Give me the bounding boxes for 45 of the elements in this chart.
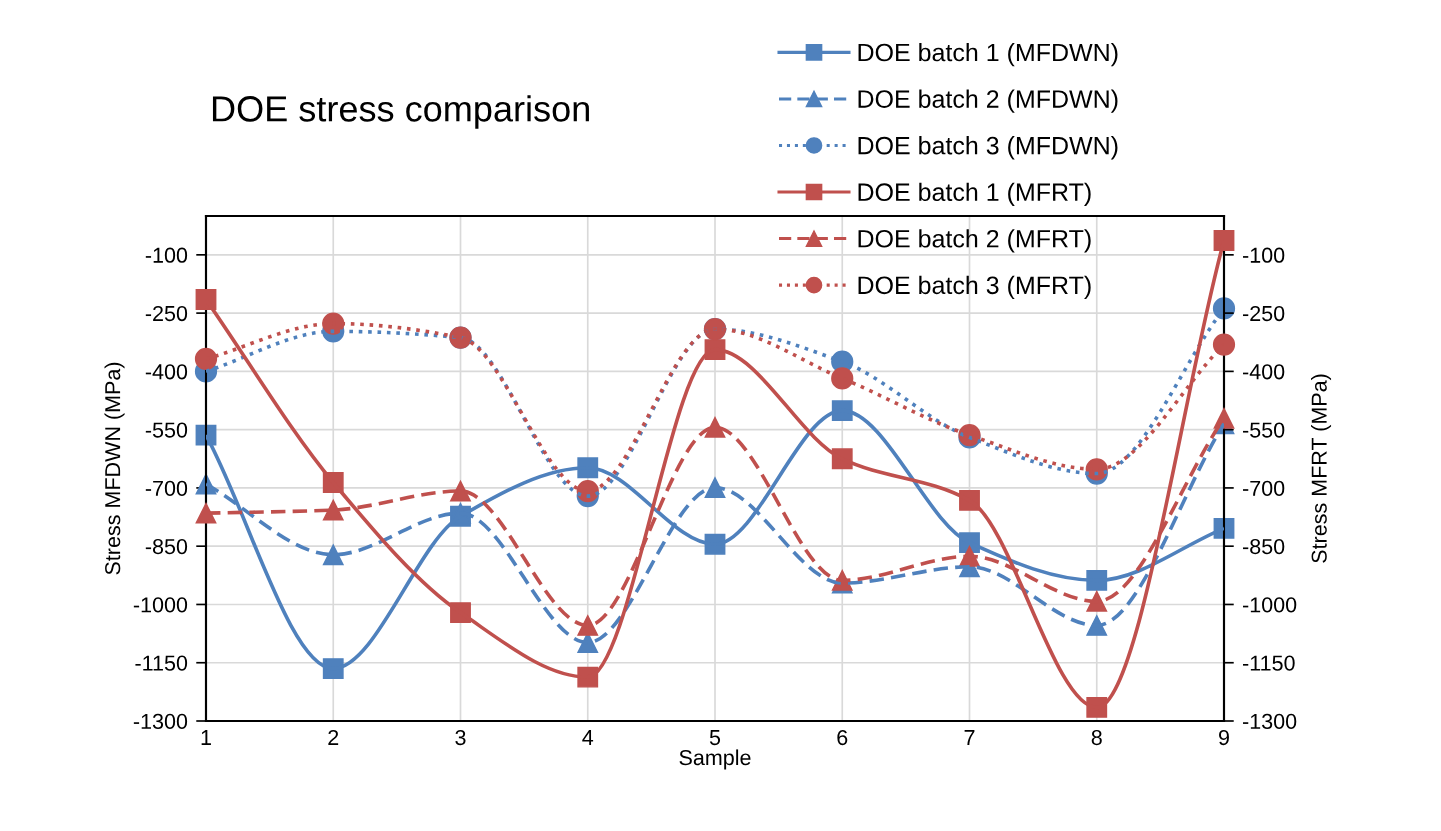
y-tick-label: -550 (145, 422, 188, 438)
legend-label: DOE batch 2 (MFRT) (858, 229, 1091, 253)
point (322, 544, 344, 566)
legend-label: DOE batch 3 (MFDWN) (858, 136, 1118, 160)
x-tick-label: 6 (837, 729, 848, 746)
point (1212, 333, 1236, 356)
y2-tick-label: -1300 (1243, 713, 1297, 730)
point (322, 499, 344, 521)
point (1213, 230, 1235, 251)
x-tick-label: 9 (1219, 729, 1229, 746)
x-axis-title: Sample (679, 749, 751, 770)
chart-title: DOE stress comparison (212, 95, 589, 129)
x-tick-label: 3 (455, 729, 466, 746)
y2-tick-label: -400 (1243, 364, 1285, 380)
legend-label: DOE batch 2 (MFDWN) (858, 89, 1118, 113)
y-tick-label: -1150 (135, 655, 188, 671)
x-tick-label: 2 (328, 729, 339, 745)
y2-tick-label: -700 (1243, 480, 1285, 496)
y-tick-label: -1000 (133, 597, 188, 613)
x-tick-label: 1 (201, 730, 211, 745)
y-tick-label: -850 (145, 538, 188, 555)
x-tick-label: 4 (582, 730, 594, 745)
y-axis-title: Stress MFDWN (MPa) (104, 362, 125, 575)
legend-label: DOE batch 1 (MFRT) (858, 182, 1091, 206)
legend-label: DOE batch 1 (MFDWN) (858, 43, 1118, 67)
y2-tick-label: -1150 (1243, 655, 1295, 671)
y-tick-label: -700 (145, 480, 188, 496)
y2-tick-label: -100 (1243, 247, 1285, 263)
point (704, 416, 726, 438)
y-tick-label: -250 (145, 305, 188, 322)
y-tick-label: -400 (145, 364, 188, 380)
y-tick-label: -1300 (133, 713, 188, 730)
x-tick-label: 8 (1091, 729, 1102, 746)
x-tick-label: 7 (964, 730, 975, 745)
y2-axis-title: Stress MFRT (MPa) (1311, 374, 1332, 563)
point (195, 502, 217, 524)
point (194, 347, 218, 371)
y2-tick-label: -550 (1243, 422, 1285, 438)
y2-tick-label: -850 (1243, 538, 1285, 555)
legend-label: DOE batch 3 (MFRT) (858, 275, 1091, 300)
y2-tick-label: -1000 (1243, 597, 1297, 613)
point (831, 367, 854, 390)
y-tick-label: -100 (145, 247, 188, 263)
y2-tick-label: -250 (1243, 305, 1285, 322)
x-tick-label: 5 (709, 730, 721, 746)
